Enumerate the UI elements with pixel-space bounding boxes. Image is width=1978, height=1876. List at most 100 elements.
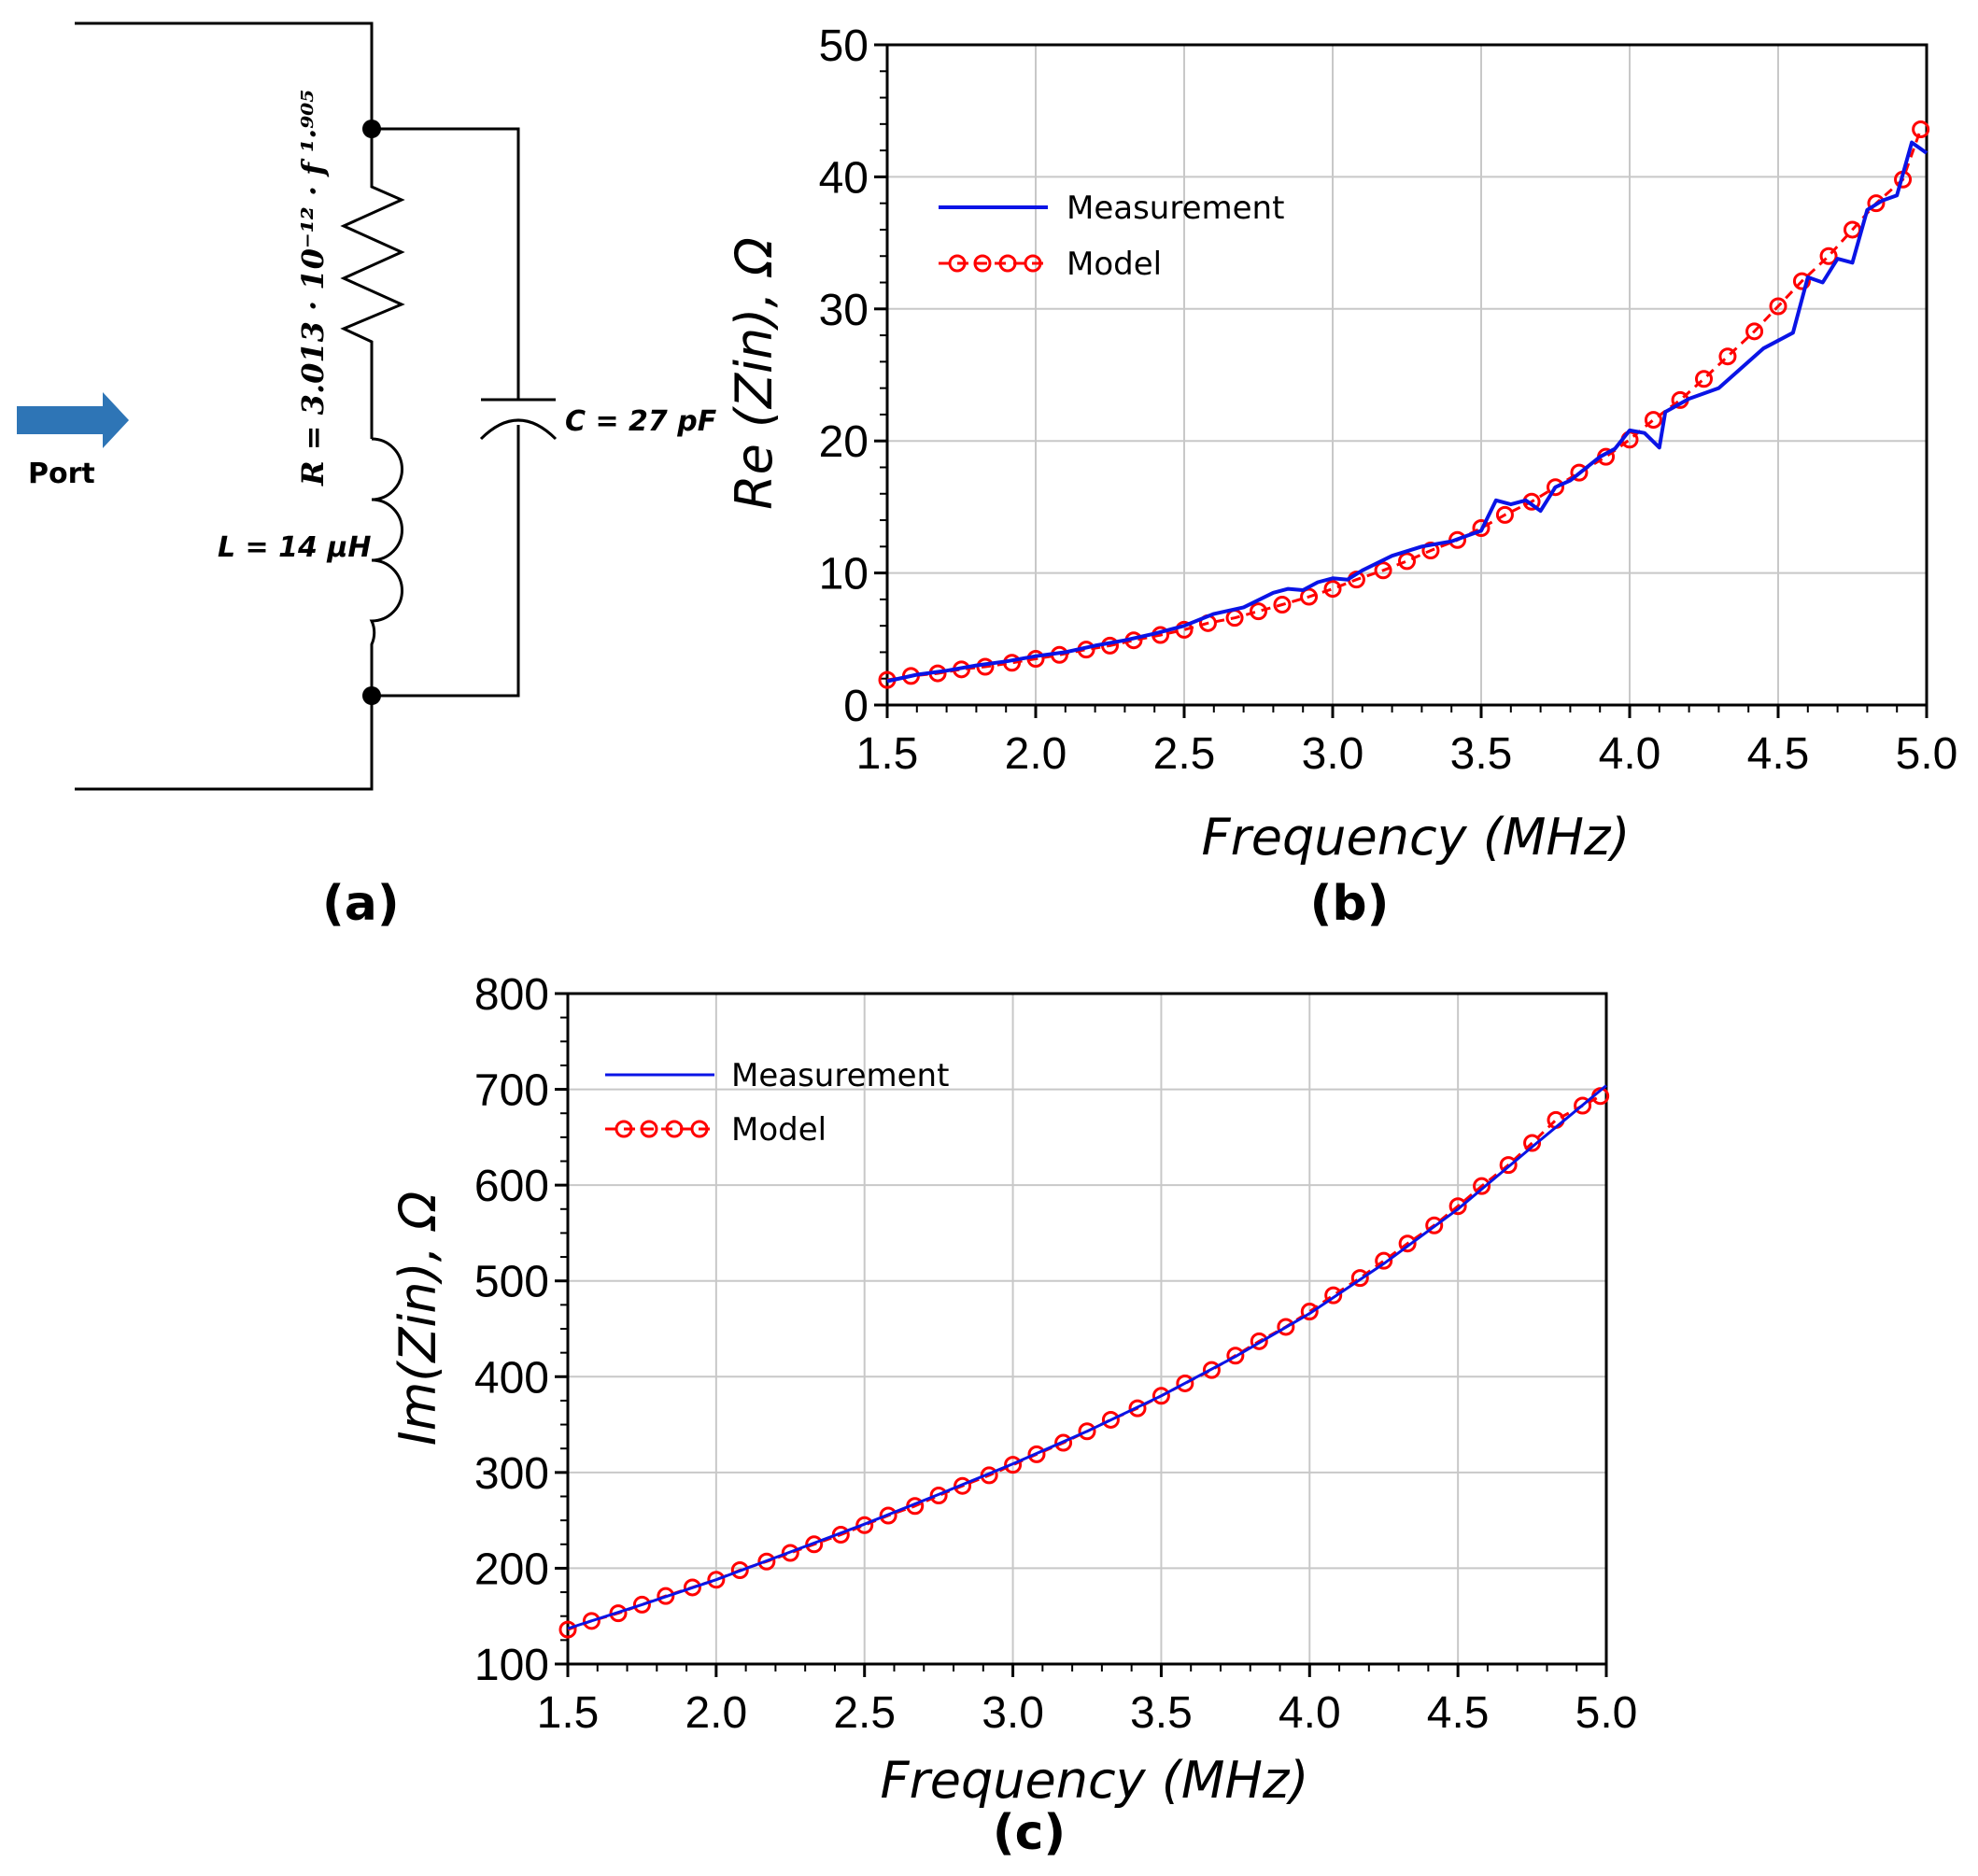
model-data-point	[632, 1595, 651, 1614]
re-legend-model-marker	[998, 254, 1017, 273]
re-legend-model-marker	[948, 254, 967, 273]
y-tick-label: 700	[474, 1066, 549, 1116]
im-zin-chart: 100 200 300 400 500 600 700 800 1.5 2.0 2.5 3.0 3.5 4…	[474, 970, 1637, 1738]
model-data-point	[1250, 1332, 1268, 1350]
model-data-point	[1769, 297, 1787, 316]
y-tick-label: 800	[474, 970, 549, 1020]
model-data-point	[1695, 370, 1713, 388]
re-chart-xlabel: Frequency (MHz)	[1202, 808, 1631, 867]
y-tick-label: 30	[819, 286, 869, 335]
model-data-point	[1323, 580, 1342, 599]
model-data-point	[1644, 411, 1662, 430]
model-data-point	[1718, 347, 1737, 366]
y-tick-label: 100	[474, 1641, 549, 1690]
model-data-point	[730, 1560, 749, 1579]
re-legend-model-label: Model	[1067, 246, 1162, 283]
model-data-point	[805, 1535, 824, 1554]
x-tick-label: 5.0	[1896, 729, 1958, 779]
top-wire	[75, 21, 374, 129]
resistor-symbol	[340, 129, 405, 439]
model-series-line	[886, 128, 1923, 682]
bottom-wire	[75, 696, 374, 791]
model-data-point	[1054, 1433, 1073, 1452]
y-tick-label: 40	[819, 153, 869, 203]
y-tick-label: 200	[474, 1545, 549, 1594]
model-data-point	[683, 1578, 701, 1597]
model-data-point	[1350, 1269, 1369, 1288]
re-legend-model-marker	[1024, 254, 1042, 273]
y-tick-label: 50	[819, 21, 869, 71]
model-data-point	[1398, 1234, 1417, 1253]
x-tick-label: 2.5	[833, 1688, 896, 1738]
x-tick-label: 3.0	[982, 1688, 1044, 1738]
model-data-point	[1523, 1134, 1542, 1152]
im-chart-ylabel: Im(Zin), Ω	[389, 1192, 447, 1446]
model-data-point	[1867, 194, 1886, 213]
plot-frame	[566, 992, 1608, 1666]
model-data-point	[1151, 1387, 1170, 1405]
model-data-point	[1176, 1374, 1194, 1392]
model-data-point	[781, 1544, 799, 1562]
model-data-point	[1277, 1318, 1295, 1336]
y-tick-label: 0	[843, 682, 869, 731]
im-legend-model-label: Model	[731, 1111, 827, 1149]
panel-label-b: (b)	[1310, 876, 1390, 932]
model-data-point	[1547, 1110, 1565, 1129]
model-data-point	[1078, 1422, 1096, 1441]
x-tick-label: 3.5	[1450, 729, 1513, 779]
x-tick-label: 1.5	[537, 1688, 600, 1738]
model-data-point	[1202, 1361, 1221, 1379]
x-tick-label: 2.0	[685, 1688, 747, 1738]
model-data-point	[558, 1620, 577, 1639]
y-tick-label: 500	[474, 1258, 549, 1307]
top-node	[362, 120, 381, 138]
im-legend-model-marker	[690, 1120, 709, 1138]
port-arrow-icon	[17, 392, 129, 448]
x-tick-label: 3.0	[1302, 729, 1364, 779]
model-data-point	[1375, 1251, 1393, 1270]
y-tick-label: 300	[474, 1449, 549, 1499]
model-data-point	[657, 1587, 675, 1605]
model-data-point	[1128, 1399, 1147, 1418]
capacitor-bottom-plate	[479, 418, 558, 441]
x-tick-label: 4.0	[1599, 729, 1661, 779]
im-legend-model-marker	[615, 1120, 633, 1138]
model-data-point	[855, 1516, 874, 1534]
model-data-point	[954, 1476, 972, 1495]
y-tick-label: 400	[474, 1353, 549, 1403]
model-data-point	[929, 1486, 948, 1504]
model-data-point	[1473, 1177, 1491, 1195]
re-chart-ylabel: Re (Zin), Ω	[725, 237, 784, 510]
equivalent-circuit	[75, 21, 558, 791]
model-data-point	[1027, 1445, 1046, 1463]
capacitor-bottom-wire	[372, 425, 520, 698]
im-legend-model-marker	[665, 1120, 684, 1138]
im-chart-xlabel: Frequency (MHz)	[881, 1751, 1309, 1810]
model-data-point	[1495, 505, 1514, 524]
model-data-point	[879, 1506, 897, 1525]
y-tick-label: 600	[474, 1162, 549, 1211]
re-zin-chart: 0 10 20 30 40 50 1.5 2.0 2.5 3.0 3.5 4.0 4.5 5.0	[819, 21, 1958, 779]
measurement-series-line	[886, 140, 1929, 684]
model-data-point	[1101, 1410, 1120, 1429]
model-data-point	[1448, 1197, 1467, 1216]
y-tick-label: 10	[819, 550, 869, 599]
model-data-point	[1570, 463, 1589, 482]
x-tick-label: 4.0	[1279, 1688, 1341, 1738]
x-tick-label: 2.0	[1005, 729, 1067, 779]
port-label: Port	[28, 458, 95, 490]
model-data-point	[1574, 1096, 1592, 1115]
inductor-label: L = 14 μH	[218, 531, 372, 564]
measurement-series-line	[567, 1084, 1607, 1630]
plot-frame	[885, 43, 1929, 707]
panel-label-c: (c)	[993, 1805, 1066, 1861]
model-data-point	[1374, 561, 1392, 580]
y-tick-label: 20	[819, 417, 869, 467]
model-data-point	[757, 1552, 776, 1571]
x-tick-label: 1.5	[856, 729, 919, 779]
model-data-point	[1004, 1456, 1023, 1474]
model-data-point	[707, 1571, 726, 1589]
im-legend-model-marker	[640, 1120, 658, 1138]
model-series-line	[567, 1094, 1602, 1631]
model-data-point	[1745, 322, 1764, 341]
